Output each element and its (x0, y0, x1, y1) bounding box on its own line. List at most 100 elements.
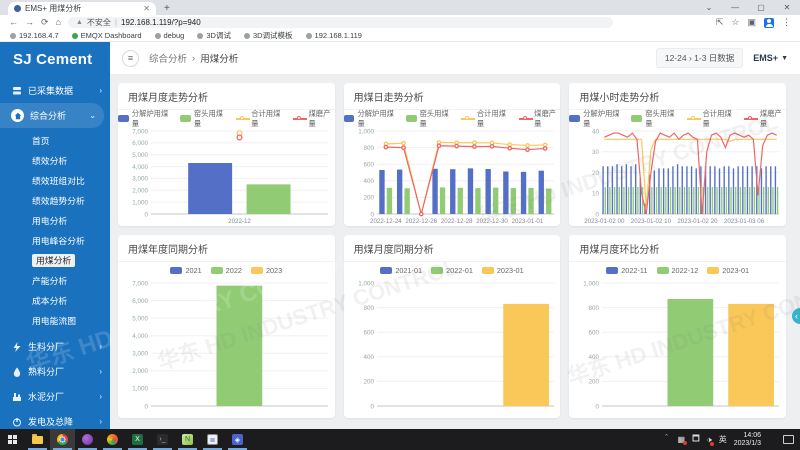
sidebar-subitem[interactable]: 产能分析 (0, 270, 110, 290)
legend-item[interactable]: 2021-01 (380, 266, 422, 275)
legend-item[interactable]: 分解炉用煤量 (343, 108, 397, 129)
cement-plant-icon (11, 391, 22, 402)
legend-label: 分解炉用煤量 (357, 108, 394, 128)
start-button[interactable] (0, 429, 25, 450)
editor-app-icon[interactable]: N (175, 429, 200, 450)
legend-item[interactable]: 煤磨产量 (518, 109, 561, 129)
sidebar-subitem[interactable]: 成本分析 (0, 290, 110, 310)
media-app-icon[interactable] (75, 429, 100, 450)
tab-search-icon[interactable]: ⌄ (705, 3, 713, 12)
svg-text:2022-12: 2022-12 (228, 218, 251, 225)
legend-item[interactable]: 合计用煤量 (461, 109, 509, 129)
legend-item[interactable]: 2022-12 (656, 266, 698, 275)
legend-item[interactable]: 分解炉用煤量 (118, 109, 171, 129)
browser-profile-avatar[interactable] (764, 17, 774, 28)
sidebar-subitem[interactable]: 绩效趋势分析 (0, 190, 110, 210)
sidebar-item-plant[interactable]: 生料分厂 › (0, 334, 110, 359)
bookmark-item[interactable]: debug (154, 31, 184, 40)
legend-label: 合计用煤量 (251, 108, 281, 128)
chart-daily-trend: 0 200 400 600 800 1,000 2022-12-24 2022-12-26 20… (344, 124, 561, 226)
raw-mill-plant-icon (11, 341, 22, 352)
terminal-icon[interactable]: ›_ (150, 429, 175, 450)
bookmark-item[interactable]: 3D调试模板 (243, 30, 293, 41)
bookmark-item[interactable]: 192.168.4.7 (10, 31, 59, 40)
legend-item[interactable]: 煤磨产量 (744, 109, 786, 129)
menu-toggle-icon[interactable]: ≡ (122, 49, 139, 67)
sidebar-subitem[interactable]: 用电峰谷分析 (0, 230, 110, 250)
sidebar-item-collected-data[interactable]: 已采集数据 › (0, 78, 110, 103)
legend-item[interactable]: 2022-11 (606, 266, 648, 275)
panel-collapse-button[interactable]: ‹ (792, 308, 800, 324)
profile-dropdown[interactable]: EMS+ ▼ (753, 53, 788, 63)
excel-icon[interactable]: X (125, 429, 150, 450)
legend-item[interactable]: 2022-01 (431, 266, 473, 275)
svg-text:800: 800 (363, 145, 374, 152)
sidebar-subitem[interactable]: 用电能流图 (0, 310, 110, 330)
home-icon[interactable]: ⌂ (55, 17, 61, 27)
chart-legend: 分解炉用煤量 窑头用煤量 合计用煤量 煤磨产量 (118, 109, 335, 128)
bookmark-item[interactable]: 3D调试 (197, 30, 231, 41)
volume-muted-icon[interactable]: 🕩 (706, 434, 714, 446)
bookmark-item[interactable]: 192.168.1.119 (305, 31, 362, 40)
legend-item[interactable]: 窑头用煤量 (180, 109, 227, 129)
window-close-button[interactable]: ✕ (783, 3, 791, 12)
url-field[interactable]: ▲ 不安全 | 192.168.1.119/?p=940 (67, 17, 613, 28)
legend-item[interactable]: 2021 (170, 266, 202, 275)
action-center-icon[interactable] (783, 435, 794, 444)
reload-icon[interactable]: ⟳ (41, 17, 49, 27)
sidebar-item-plant[interactable]: 发电及总降 › (0, 409, 110, 429)
chart-monthly-yoy: 0 200 400 600 800 1,000 (344, 276, 561, 418)
legend-label: 窑头用煤量 (419, 108, 449, 128)
bookmark-star-icon[interactable]: ☆ (731, 17, 740, 27)
legend-item[interactable]: 合计用煤量 (686, 109, 735, 129)
legend-item[interactable]: 窑头用煤量 (631, 109, 678, 129)
bookmark-label: 3D调试 (206, 31, 231, 40)
window-minimize-button[interactable]: — (731, 3, 739, 12)
sidebar-item-plant[interactable]: 熟料分厂 › (0, 359, 110, 384)
legend-item[interactable]: 2023-01 (481, 266, 524, 275)
forward-icon[interactable]: → (25, 17, 34, 27)
sidebar-subitem[interactable]: 绩效班组对比 (0, 170, 110, 190)
legend-item[interactable]: 2023 (250, 266, 282, 275)
legend-bar-swatch (569, 115, 581, 122)
tab-close-icon[interactable]: ✕ (143, 4, 150, 13)
svg-text:3,000: 3,000 (132, 176, 148, 183)
breadcrumb-parent[interactable]: 综合分析 (149, 54, 188, 65)
legend-item[interactable]: 合计用煤量 (235, 108, 284, 129)
sidebar-subitem[interactable]: 绩效分析 (0, 150, 110, 170)
tray-expand-icon[interactable]: ＾ (662, 435, 671, 444)
side-panel-icon[interactable]: ▣ (747, 17, 756, 27)
ime-indicator[interactable]: 英 (718, 435, 727, 444)
utility-app-icon[interactable] (100, 429, 125, 450)
legend-item[interactable]: 2022 (210, 266, 242, 275)
browser-tab[interactable]: EMS+ 用煤分析 ✕ (8, 2, 156, 15)
bookmark-item[interactable]: EMQX Dashboard (71, 31, 142, 40)
sidebar-item-comprehensive-analysis[interactable]: 综合分析 ⌄ (0, 103, 104, 128)
back-icon[interactable]: ← (9, 17, 18, 27)
sidebar-subitem[interactable]: 用电分析 (0, 210, 110, 230)
sidebar-item-plant[interactable]: 水泥分厂 › (0, 384, 110, 409)
sidebar-subitem[interactable]: 用煤分析 (0, 250, 110, 270)
date-range-button[interactable]: 12-24 › 1-3 日数据 (655, 48, 744, 68)
sidebar-subitem[interactable]: 首页 (0, 130, 110, 150)
legend-item[interactable]: 窑头用煤量 (405, 108, 453, 129)
svg-text:2023-01-03 06: 2023-01-03 06 (724, 218, 765, 225)
window-maximize-button[interactable]: ▢ (757, 3, 765, 12)
bookmark-label: EMQX Dashboard (80, 31, 142, 40)
legend-item[interactable]: 分解炉用煤量 (569, 109, 622, 129)
new-tab-button[interactable]: + (164, 3, 170, 14)
teams-icon[interactable]: ◈ (225, 429, 250, 450)
chrome-icon[interactable] (50, 429, 75, 450)
file-explorer-icon[interactable] (25, 429, 50, 450)
legend-item[interactable]: 煤磨产量 (292, 109, 335, 129)
share-icon[interactable]: ⇱ (715, 17, 724, 27)
home-circle-icon (11, 109, 24, 122)
document-app-icon[interactable]: ≣ (200, 429, 225, 450)
taskbar-clock[interactable]: 14:06 2023/1/3 (734, 432, 761, 448)
legend-item[interactable]: 2023-01 (707, 266, 749, 275)
svg-text:1,000: 1,000 (132, 199, 148, 206)
tray-app-icon[interactable]: ▦ (677, 435, 687, 445)
tray-chat-icon[interactable]: 🗖 (692, 433, 700, 443)
browser-menu-icon[interactable]: ⋮ (782, 17, 791, 27)
